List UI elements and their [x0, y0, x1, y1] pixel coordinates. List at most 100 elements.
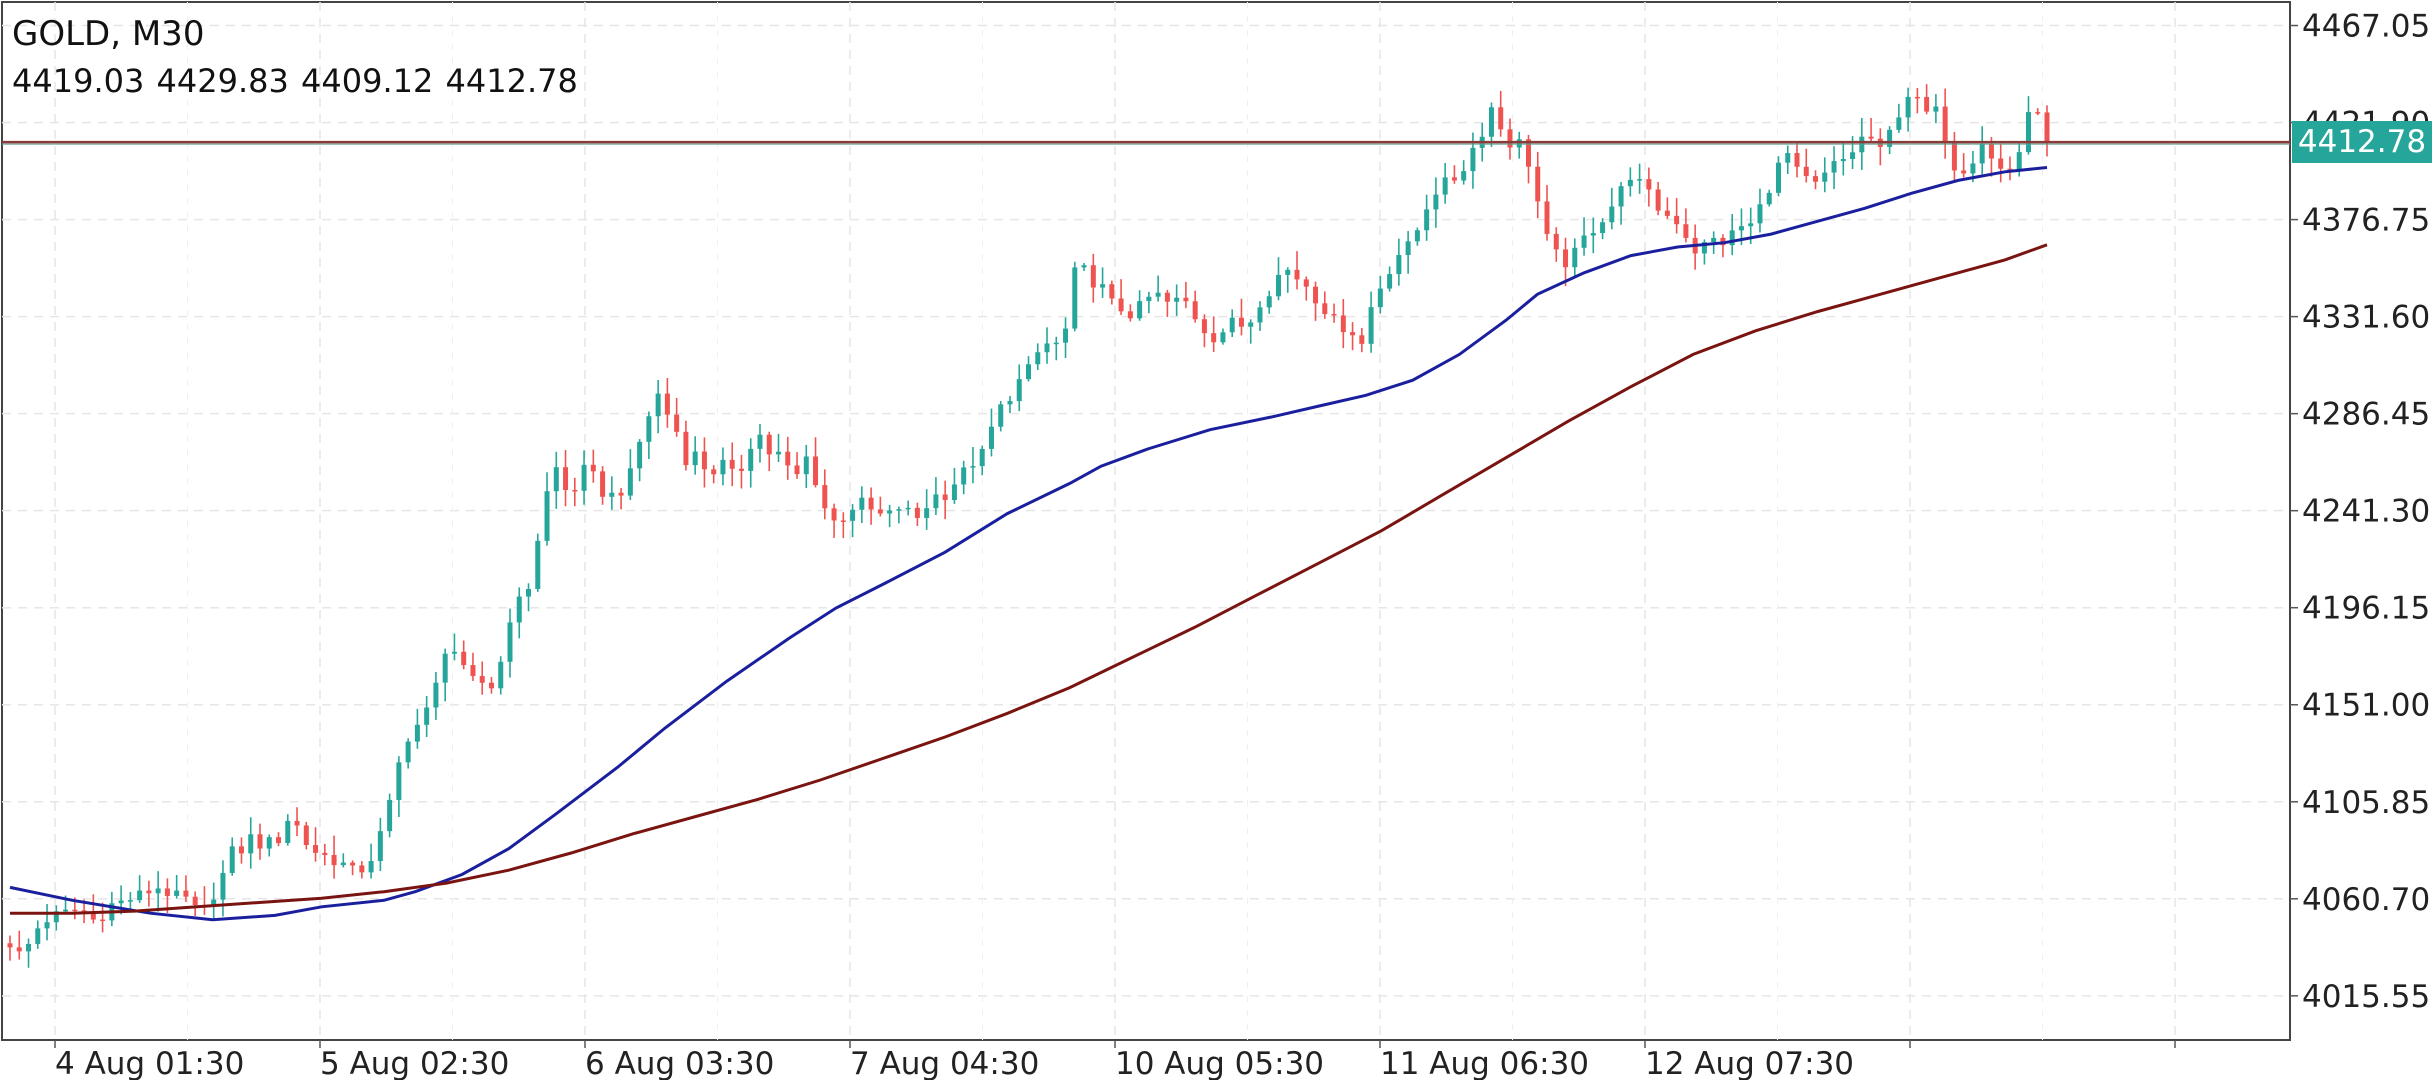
- candle-body: [1766, 192, 1772, 205]
- candle-body: [1461, 171, 1467, 181]
- candle-body: [498, 661, 504, 689]
- candle-body: [1572, 247, 1578, 268]
- candle-body: [1507, 129, 1513, 148]
- candle-body: [627, 468, 633, 496]
- candle-body: [1248, 322, 1254, 327]
- candle-body: [7, 943, 13, 948]
- candle-body: [646, 416, 652, 442]
- candle-body: [257, 834, 263, 849]
- candle-body: [1359, 335, 1365, 344]
- candle-body: [776, 451, 782, 455]
- candle-body: [479, 676, 485, 683]
- candle-body: [711, 469, 717, 475]
- candle-body: [1748, 223, 1754, 227]
- candle-body: [405, 741, 411, 763]
- candle-body: [1701, 242, 1707, 254]
- candle-body: [738, 468, 744, 471]
- candle-body: [507, 622, 513, 662]
- candle-body: [720, 459, 726, 475]
- candle-body: [1442, 177, 1448, 195]
- candle-body: [1081, 265, 1087, 268]
- candle-body: [1155, 292, 1161, 297]
- candle-body: [424, 707, 430, 725]
- candle-body: [1387, 274, 1393, 289]
- candle-body: [2044, 112, 2050, 143]
- candle-body: [451, 651, 457, 654]
- candle-body: [979, 448, 985, 467]
- candle-body: [535, 540, 541, 589]
- candle-body: [238, 846, 244, 854]
- candle-body: [1183, 297, 1189, 302]
- candle-body: [701, 451, 707, 470]
- candle-body: [229, 846, 235, 873]
- candle-body: [914, 507, 920, 518]
- candle-body: [1813, 176, 1819, 182]
- candle-body: [1646, 179, 1652, 190]
- candle-body: [674, 414, 680, 432]
- candle-body: [81, 910, 87, 912]
- candle-body: [553, 467, 559, 492]
- candle-body: [1609, 206, 1615, 223]
- candle-body: [766, 434, 772, 455]
- candle-body: [1664, 210, 1670, 216]
- candle-body: [1377, 288, 1383, 308]
- candle-body: [1164, 292, 1170, 302]
- candle-body: [600, 471, 606, 497]
- candle-body: [1905, 96, 1911, 118]
- candle-body: [2025, 112, 2031, 153]
- candle-body: [664, 393, 670, 415]
- candle-body: [1044, 343, 1050, 353]
- candle-body: [840, 520, 846, 522]
- candle-body: [1563, 249, 1569, 268]
- candle-body: [294, 820, 300, 826]
- plot-frame: [1, 1, 2291, 1041]
- candle-body: [1016, 379, 1022, 402]
- candle-body: [1137, 301, 1143, 319]
- x-tick-label: 4 Aug 01:30: [55, 1046, 244, 1080]
- candle-body: [1998, 158, 2004, 169]
- candle-body: [331, 854, 337, 866]
- x-tick-label: 6 Aug 03:30: [585, 1046, 774, 1080]
- candle-body: [692, 451, 698, 466]
- candle-body: [998, 404, 1004, 427]
- current-price-tag: 4412.78: [2292, 121, 2432, 164]
- candle-body: [951, 484, 957, 501]
- candle-body: [1368, 307, 1374, 344]
- candle-body: [637, 441, 643, 469]
- candle-body: [609, 492, 615, 497]
- candle-body: [303, 825, 309, 846]
- candle-body: [1313, 286, 1319, 304]
- candle-body: [868, 497, 874, 510]
- candle-body: [748, 448, 754, 471]
- candle-body: [1331, 314, 1337, 316]
- candle-body: [1914, 96, 1920, 99]
- candle-body: [1100, 284, 1106, 288]
- candle-body: [896, 509, 902, 511]
- candle-body: [1822, 172, 1828, 182]
- candle-body: [248, 834, 254, 854]
- candle-body: [1711, 237, 1717, 243]
- candle-body: [155, 888, 161, 894]
- candle-body: [581, 464, 587, 491]
- candle-body: [831, 508, 837, 521]
- candle-body: [313, 845, 319, 853]
- candle-body: [1414, 230, 1420, 242]
- candle-body: [220, 872, 226, 900]
- candle-body: [26, 943, 32, 952]
- candle-body: [396, 762, 402, 800]
- candle-body: [350, 862, 356, 866]
- candle-body: [1350, 332, 1356, 336]
- candle-body: [1600, 222, 1606, 234]
- moving-average-fast-line: [9, 166, 2048, 922]
- candle-body: [1535, 166, 1541, 202]
- candle-body: [544, 491, 550, 541]
- candle-body: [1192, 301, 1198, 320]
- candle-body: [859, 497, 865, 510]
- candle-body: [572, 490, 578, 492]
- candle-body: [1850, 152, 1856, 159]
- candle-body: [1146, 296, 1152, 302]
- candle-body: [1053, 342, 1059, 345]
- candle-body: [1738, 226, 1744, 231]
- candle-body: [1340, 315, 1346, 333]
